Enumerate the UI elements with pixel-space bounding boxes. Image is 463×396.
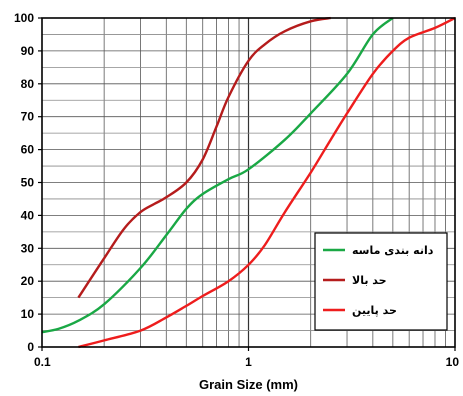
y-tick-label: 100 — [14, 11, 34, 25]
legend: دانه بندی ماسه حد بالا حد پایین — [314, 232, 448, 331]
legend-label: حد پایین — [352, 304, 397, 317]
y-tick-label: 30 — [21, 241, 35, 255]
series-line-2 — [78, 16, 456, 349]
y-tick-label: 10 — [21, 307, 35, 321]
y-tick-label: 0 — [27, 340, 34, 354]
y-tick-label: 70 — [21, 110, 35, 124]
y-tick-label: 20 — [21, 274, 35, 288]
y-tick-label: 50 — [21, 176, 35, 190]
x-axis-title: Grain Size (mm) — [199, 377, 298, 392]
y-tick-label: 60 — [21, 143, 35, 157]
x-tick-label: 1 — [245, 355, 252, 369]
legend-label: دانه بندی ماسه — [352, 244, 434, 257]
y-tick-label: 80 — [21, 77, 35, 91]
series-line-0 — [41, 17, 394, 334]
x-tick-label: 10 — [446, 355, 460, 369]
x-tick-label: 0.1 — [34, 355, 51, 369]
legend-label: حد بالا — [352, 274, 387, 287]
series-lines — [41, 16, 456, 349]
y-tick-label: 40 — [21, 208, 35, 222]
series-line-1 — [77, 16, 331, 299]
y-tick-label: 90 — [21, 44, 35, 58]
axis-ticks: 0 10 20 30 40 50 60 70 80 90 100 0.1 1 10 — [14, 11, 459, 369]
